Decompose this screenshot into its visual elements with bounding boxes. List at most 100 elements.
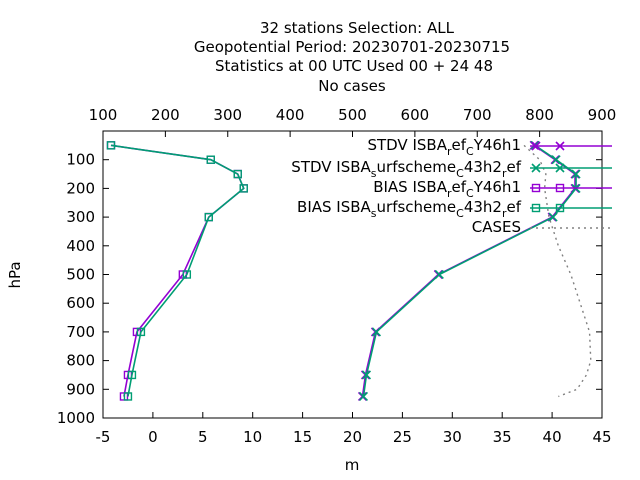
x2-tick-label: 400 xyxy=(276,106,305,124)
legend-label-part: r xyxy=(447,187,452,200)
legend-label-part: C xyxy=(456,167,464,180)
data-point xyxy=(239,184,248,193)
data-point xyxy=(182,270,192,279)
x-tick-label: 20 xyxy=(343,428,362,446)
legend-label-part: r xyxy=(502,167,507,180)
y-tick-label: 100 xyxy=(66,151,95,169)
y-axis-label: hPa xyxy=(6,261,24,288)
legend-label-part: 43h2 xyxy=(464,198,502,216)
x2-tick-label: 600 xyxy=(401,106,430,124)
legend-label-part: ef xyxy=(506,158,521,176)
y-tick-label: 1000 xyxy=(57,409,95,427)
legend-label-part: urfscheme xyxy=(377,198,457,216)
data-point xyxy=(555,163,565,173)
legend-label-part: C xyxy=(466,145,474,158)
data-point xyxy=(106,141,116,150)
legend-label-part: s xyxy=(371,207,377,220)
x2-tick-label: 800 xyxy=(525,106,554,124)
y-tick-label: 800 xyxy=(66,352,95,370)
title-line-4: No cases xyxy=(318,77,386,95)
y-tick-label: 200 xyxy=(66,179,95,197)
x2-axis: 100 200 300 400 500 600 700 800 900 xyxy=(89,106,617,137)
series-line xyxy=(110,144,245,397)
x-tick-label: 10 xyxy=(243,428,262,446)
legend-label-part: STDV ISBA xyxy=(291,158,371,176)
legend-label-part: 43h2 xyxy=(464,158,502,176)
series-line xyxy=(523,144,592,398)
data-point xyxy=(551,155,561,165)
x2-tick-label: 900 xyxy=(588,106,617,124)
data-point xyxy=(531,141,541,151)
title-line-1: 32 stations Selection: ALL xyxy=(260,19,455,37)
data-point xyxy=(204,212,213,222)
legend-label-part: CASES xyxy=(472,218,521,236)
x-tick-label: 25 xyxy=(393,428,412,446)
data-point xyxy=(571,169,581,179)
y-tick-label: 500 xyxy=(66,266,95,284)
series xyxy=(523,144,592,398)
data-point xyxy=(233,169,242,179)
data-point xyxy=(555,141,565,151)
y-tick-label: 400 xyxy=(66,237,95,255)
data-point xyxy=(123,392,133,401)
legend-label: STDV ISBArefCY46h1 xyxy=(367,136,521,158)
y-axis: 100 200 300 400 500 600 700 800 900 1000 xyxy=(57,151,602,427)
data-point xyxy=(555,183,565,193)
legend-label-part: r xyxy=(502,207,507,220)
x-tick-label: 40 xyxy=(543,428,562,446)
x-tick-label: 15 xyxy=(293,428,312,446)
legend-label: CASES xyxy=(472,218,521,236)
x-tick-label: 30 xyxy=(443,428,462,446)
x-tick-label: 0 xyxy=(148,428,158,446)
legend-label-part: C xyxy=(466,187,474,200)
data-point xyxy=(531,203,541,213)
x-tick-label: 45 xyxy=(592,428,611,446)
x-tick-label: -5 xyxy=(96,428,111,446)
legend-label-part: ef xyxy=(451,136,466,154)
data-point xyxy=(531,183,541,193)
data-point xyxy=(531,163,541,173)
chart-title: 32 stations Selection: ALL Geopotential … xyxy=(194,19,510,95)
data-point xyxy=(358,391,369,402)
x2-tick-label: 300 xyxy=(213,106,242,124)
y-tick-label: 900 xyxy=(66,380,95,398)
legend-label-part: BIAS ISBA xyxy=(373,178,448,196)
y-tick-label: 700 xyxy=(66,323,95,341)
series-line xyxy=(110,144,245,397)
legend-label-part: r xyxy=(447,145,452,158)
x-tick-label: 5 xyxy=(198,428,208,446)
legend-label: BIAS ISBArefCY46h1 xyxy=(373,178,521,200)
legend-label: BIAS ISBAsurfschemeC43h2ref xyxy=(297,198,522,220)
legend-label-part: s xyxy=(371,167,377,180)
data-point xyxy=(206,155,215,164)
legend-label-part: ef xyxy=(451,178,466,196)
x-axis-label: m xyxy=(345,456,360,474)
legend-label-part: ef xyxy=(506,198,521,216)
x2-tick-label: 100 xyxy=(89,106,118,124)
data-point xyxy=(127,370,137,380)
x2-tick-label: 200 xyxy=(151,106,180,124)
legend-label-part: C xyxy=(456,207,464,220)
legend-label-part: STDV ISBA xyxy=(367,136,447,154)
series xyxy=(106,141,248,401)
data-point xyxy=(548,212,558,222)
data-point xyxy=(361,370,372,380)
series xyxy=(106,141,248,401)
x2-tick-label: 500 xyxy=(338,106,367,124)
legend-label-part: Y46h1 xyxy=(473,178,521,196)
title-line-3: Statistics at 00 UTC Used 00 + 24 48 xyxy=(215,57,493,75)
x-axis: -5 0 5 10 15 20 25 30 35 40 45 xyxy=(96,412,612,446)
legend-label: STDV ISBAsurfschemeC43h2ref xyxy=(291,158,521,180)
y-tick-label: 600 xyxy=(66,294,95,312)
data-point xyxy=(136,327,146,337)
legend-label-part: urfscheme xyxy=(377,158,457,176)
x2-tick-label: 700 xyxy=(463,106,492,124)
data-point xyxy=(371,327,382,337)
legend-label-part: Y46h1 xyxy=(473,136,521,154)
data-point xyxy=(434,269,444,280)
y-tick-label: 300 xyxy=(66,208,95,226)
title-line-2: Geopotential Period: 20230701-20230715 xyxy=(194,38,510,56)
x-tick-label: 35 xyxy=(493,428,512,446)
